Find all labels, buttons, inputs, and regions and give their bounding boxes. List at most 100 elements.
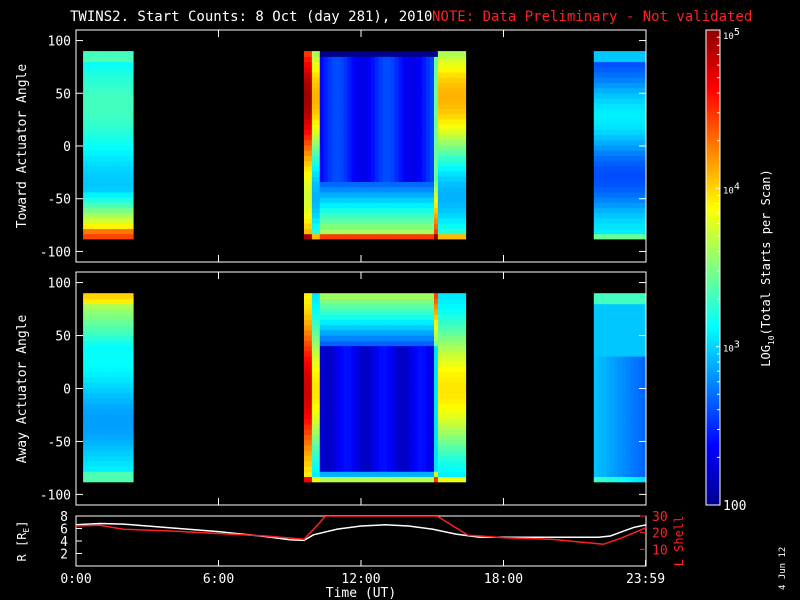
heatmap-cell (605, 87, 611, 94)
heatmap-cell (331, 439, 337, 446)
heatmap-cell (94, 476, 99, 483)
heatmap-cell (398, 71, 403, 78)
heatmap-cell (335, 71, 340, 78)
heatmap-cell (331, 77, 337, 83)
heatmap-cell (642, 397, 646, 404)
heatmap-cell (410, 450, 415, 457)
heatmap-cell (609, 160, 615, 167)
heatmap-cell (125, 298, 130, 305)
heatmap-cell (597, 298, 603, 305)
heatmap-cell (642, 181, 646, 188)
heatmap-cell (422, 228, 427, 235)
heatmap-cell (382, 439, 388, 446)
heatmap-cell (394, 171, 400, 177)
heatmap-cell (613, 92, 619, 99)
heatmap-cell (363, 298, 368, 305)
heatmap-cell (343, 308, 348, 315)
heatmap-cell (129, 191, 134, 198)
heatmap-cell (110, 434, 115, 441)
heatmap-cell (398, 293, 403, 299)
heatmap-cell (371, 66, 376, 73)
heatmap-cell (422, 155, 427, 162)
heatmap-cell (117, 356, 123, 362)
heatmap-cell (98, 408, 103, 415)
heatmap-cell (307, 387, 313, 394)
heatmap-cell (363, 335, 368, 341)
heatmap-cell (347, 314, 352, 320)
heatmap-cell (441, 233, 447, 240)
heatmap-cell (437, 150, 443, 156)
heatmap-cell (343, 387, 348, 394)
heatmap-cell (609, 82, 615, 89)
heatmap-cell (445, 392, 451, 399)
heatmap-cell (394, 329, 400, 336)
heatmap-cell (613, 335, 619, 341)
heatmap-cell (601, 82, 607, 89)
heatmap-cell (367, 361, 372, 368)
heatmap-cell (311, 139, 317, 146)
heatmap-cell (304, 397, 309, 404)
heatmap-cell (98, 118, 103, 125)
heatmap-cell (87, 212, 92, 219)
heatmap-cell (359, 191, 364, 198)
heatmap-cell (426, 155, 431, 162)
heatmap-cell (414, 397, 419, 404)
heatmap-cell (609, 377, 615, 383)
heatmap-cell (430, 87, 435, 94)
heatmap-cell (363, 155, 368, 162)
heatmap-cell (457, 129, 463, 136)
heatmap-cell (638, 345, 643, 352)
heatmap-cell (363, 124, 368, 130)
heatmap-cell (453, 324, 459, 331)
heatmap-cell (605, 139, 611, 146)
heatmap-cell (629, 217, 635, 224)
heatmap-cell (398, 329, 403, 336)
heatmap-cell (367, 387, 372, 394)
heatmap-cell (394, 207, 400, 214)
heatmap-cell (94, 350, 99, 357)
heatmap-cell (426, 397, 431, 404)
heatmap-cell (335, 61, 340, 68)
heatmap-cell (461, 124, 467, 130)
heatmap-cell (378, 98, 384, 104)
heatmap-cell (629, 82, 635, 89)
heatmap-cell (445, 77, 451, 83)
heatmap-cell (437, 155, 443, 162)
heatmap-cell (87, 139, 92, 146)
heatmap-cell (457, 233, 463, 240)
heatmap-cell (398, 303, 403, 310)
heatmap-cell (106, 377, 111, 383)
heatmap-cell (83, 217, 88, 224)
heatmap-cell (121, 387, 126, 394)
heatmap-cell (414, 71, 419, 78)
heatmap-cell (414, 155, 419, 162)
heatmap-cell (113, 340, 119, 347)
heatmap-cell (367, 139, 372, 146)
heatmap-cell (430, 308, 435, 315)
heatmap-cell (394, 212, 400, 219)
heatmap-cell (633, 191, 639, 198)
heatmap-cell (398, 366, 403, 373)
heatmap-cell (371, 455, 376, 462)
heatmap-cell (113, 429, 119, 436)
heatmap-cell (327, 139, 333, 146)
heatmap-cell (307, 181, 313, 188)
heatmap-cell (98, 171, 103, 177)
heatmap-cell (457, 66, 463, 73)
heatmap-cell (406, 181, 411, 188)
heatmap-cell (371, 403, 376, 409)
heatmap-cell (418, 176, 423, 182)
heatmap-cell (418, 445, 423, 451)
heatmap-cell (371, 118, 376, 125)
heatmap-cell (125, 377, 130, 383)
heatmap-cell (113, 108, 119, 115)
heatmap-cell (453, 371, 459, 378)
heatmap-cell (617, 371, 623, 378)
heatmap-cell (347, 176, 352, 182)
heatmap-cell (90, 445, 96, 451)
heatmap-cell (609, 340, 615, 347)
heatmap-cell (617, 197, 623, 203)
heatmap-cell (605, 186, 611, 193)
heatmap-cell (102, 408, 107, 415)
heatmap-cell (359, 476, 364, 483)
